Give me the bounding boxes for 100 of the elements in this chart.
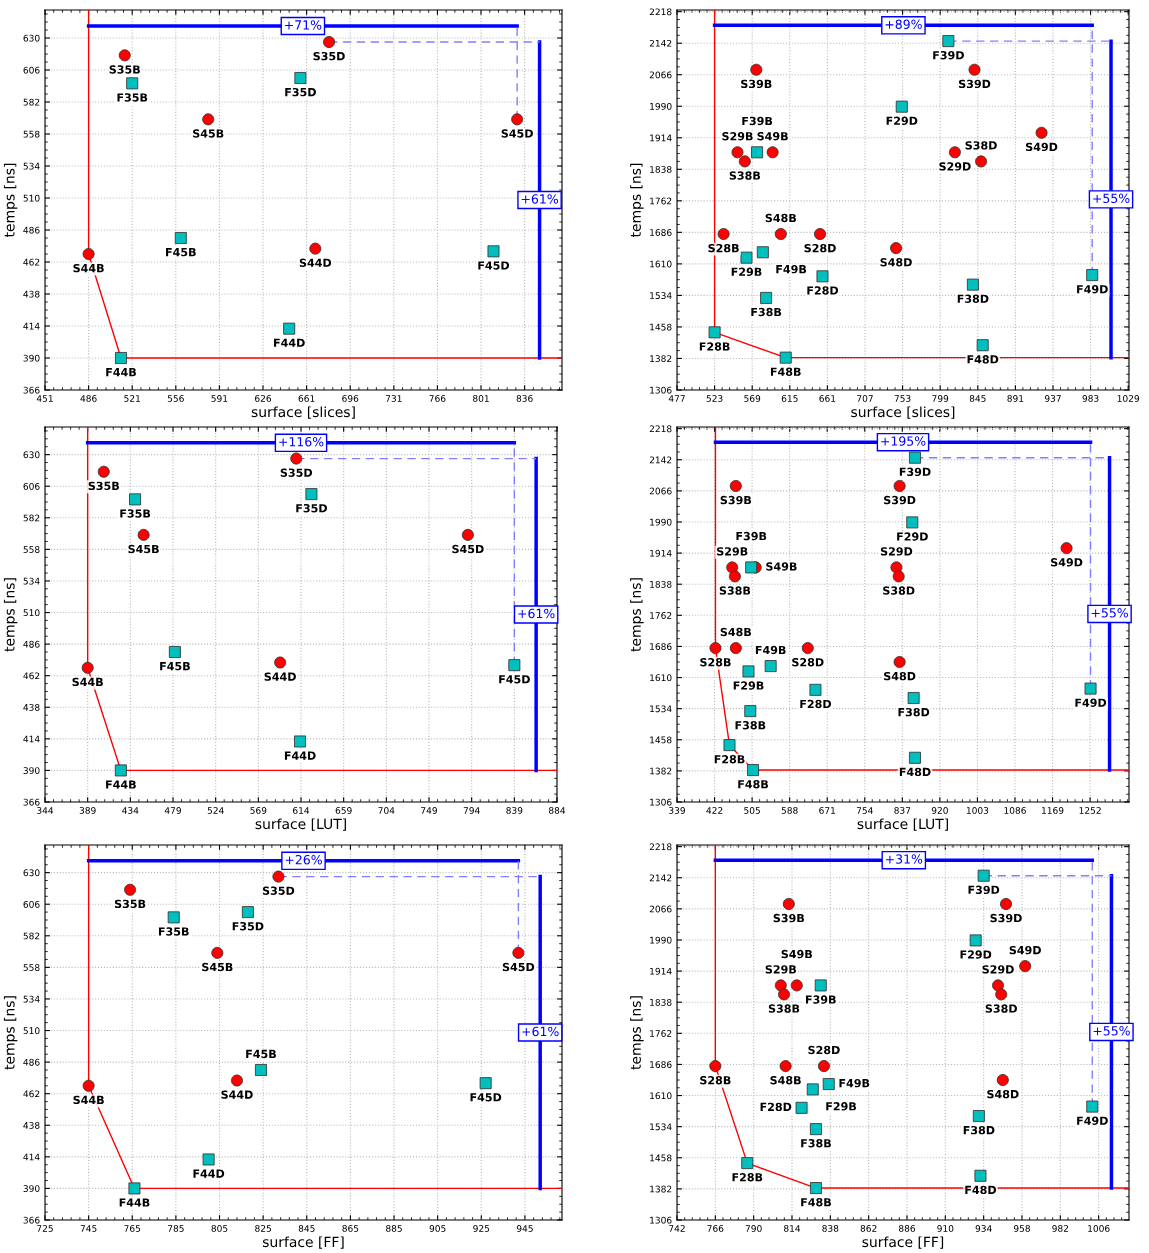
x-tick-label: 745 xyxy=(80,1225,97,1232)
y-axis-title: temps [ns] xyxy=(3,163,18,238)
point xyxy=(909,451,921,464)
annotation: S29B xyxy=(722,132,753,141)
y-tick-label: 1686 xyxy=(650,643,672,650)
annotation: S48D xyxy=(987,1089,1019,1099)
series-label: +31% xyxy=(885,854,923,864)
x-axis-title: surface [FF] xyxy=(262,1236,344,1249)
x-tick-label: 661 xyxy=(298,395,315,402)
x-tick-label: 790 xyxy=(745,1225,762,1232)
x-tick-label: 982 xyxy=(1052,1225,1069,1232)
y-tick-label: 582 xyxy=(23,98,40,106)
annotation: F44B xyxy=(106,368,136,377)
annotation: F29B xyxy=(733,681,764,690)
y-tick-label: 534 xyxy=(23,577,40,585)
annotation: S39D xyxy=(990,913,1022,923)
annotation: S28B xyxy=(700,1075,731,1085)
x-tick-label: 805 xyxy=(211,1225,228,1232)
annotation: F35D xyxy=(296,504,327,513)
y-tick-label: 534 xyxy=(23,995,40,1003)
series-label: +26% xyxy=(285,854,322,865)
annotation: F45B xyxy=(160,662,190,671)
annotation: S35D xyxy=(313,51,345,61)
x-tick-label: 671 xyxy=(819,807,835,814)
y-tick-label: 1762 xyxy=(650,1030,672,1037)
annotation: S38D xyxy=(883,586,915,595)
annotation: S48D xyxy=(880,258,912,267)
x-tick-label: 569 xyxy=(250,807,267,814)
annotation: F49D xyxy=(1077,1116,1108,1125)
annotation: S29D xyxy=(982,965,1014,974)
y-tick-label: 366 xyxy=(23,1216,40,1224)
annotation: F29B xyxy=(826,1102,856,1111)
y-tick-label: 534 xyxy=(23,162,40,170)
annotation: F38B xyxy=(801,1139,831,1148)
annotation: S49D xyxy=(1026,142,1058,152)
annotation: S44B xyxy=(73,1095,104,1105)
y-tick-label: 1838 xyxy=(650,580,672,588)
series-label: +55% xyxy=(1093,193,1130,203)
y-tick-label: 510 xyxy=(23,194,40,202)
y-tick-label: 1610 xyxy=(650,260,672,268)
y-tick-label: 1838 xyxy=(650,998,672,1006)
annotation: S44D xyxy=(299,258,332,267)
annotation: S49D xyxy=(1051,558,1083,567)
annotation: S49B xyxy=(766,562,797,571)
x-tick-label: 451 xyxy=(36,395,53,402)
x-tick-label: 521 xyxy=(124,395,140,402)
annotation: S44B xyxy=(73,263,104,273)
x-tick-label: 884 xyxy=(549,807,566,814)
y-tick-label: 2066 xyxy=(649,487,672,495)
y-tick-label: 1306 xyxy=(650,386,672,394)
series-label: +55% xyxy=(1091,608,1128,618)
annotation: S29D xyxy=(880,547,913,556)
y-tick-label: 390 xyxy=(23,354,40,362)
y-tick-label: 606 xyxy=(23,482,40,490)
x-tick-label: 1252 xyxy=(1079,807,1101,814)
y-tick-label: 1306 xyxy=(650,798,672,806)
y-tick-label: 1914 xyxy=(650,134,672,142)
y-tick-label: 486 xyxy=(23,640,40,648)
series-label: +61% xyxy=(521,194,559,204)
y-tick-label: 1686 xyxy=(650,1061,672,1068)
x-tick-label: 801 xyxy=(473,395,489,402)
x-tick-label: 704 xyxy=(378,807,395,814)
annotation: F28D xyxy=(807,286,839,295)
y-tick-label: 1762 xyxy=(650,612,672,619)
annotation: S38B xyxy=(768,1004,800,1013)
x-tick-label: 661 xyxy=(819,395,836,402)
annotation: S45D xyxy=(502,962,535,972)
x-tick-label: 626 xyxy=(255,395,272,402)
y-tick-label: 1458 xyxy=(650,1154,672,1162)
x-tick-label: 505 xyxy=(744,807,760,814)
annotation: S39D xyxy=(884,495,916,505)
x-tick-label: 523 xyxy=(706,395,723,402)
x-tick-label: 344 xyxy=(37,807,54,814)
y-tick-label: 462 xyxy=(23,1090,40,1098)
y-tick-label: 390 xyxy=(23,767,40,774)
annotation: F39D xyxy=(968,885,1000,895)
x-tick-label: 524 xyxy=(207,807,224,814)
annotation: F38D xyxy=(898,707,930,717)
x-tick-label: 588 xyxy=(781,807,798,814)
y-tick-label: 438 xyxy=(23,290,40,298)
x-tick-label: 1003 xyxy=(966,807,989,814)
y-tick-label: 510 xyxy=(23,1027,40,1035)
annotation: F38B xyxy=(735,721,766,730)
x-tick-label: 839 xyxy=(506,807,523,814)
point xyxy=(809,1123,822,1136)
annotation: S49B xyxy=(757,132,788,141)
y-tick-label: 558 xyxy=(23,546,40,553)
y-tick-label: 2218 xyxy=(649,425,672,433)
y-tick-label: 1458 xyxy=(650,736,672,744)
annotation: F49D xyxy=(1075,698,1107,707)
x-tick-label: 814 xyxy=(783,1225,801,1232)
annotation: F45B xyxy=(166,248,196,257)
x-tick-label: 794 xyxy=(463,807,480,814)
annotation: F48B xyxy=(770,367,801,376)
annotation: S49D xyxy=(1009,945,1041,955)
y-tick-label: 1610 xyxy=(650,674,672,682)
y-tick-label: 1382 xyxy=(650,767,672,775)
series-label: +71% xyxy=(285,20,322,30)
annotation: F48D xyxy=(967,355,999,364)
annotation: F44D xyxy=(284,751,316,760)
